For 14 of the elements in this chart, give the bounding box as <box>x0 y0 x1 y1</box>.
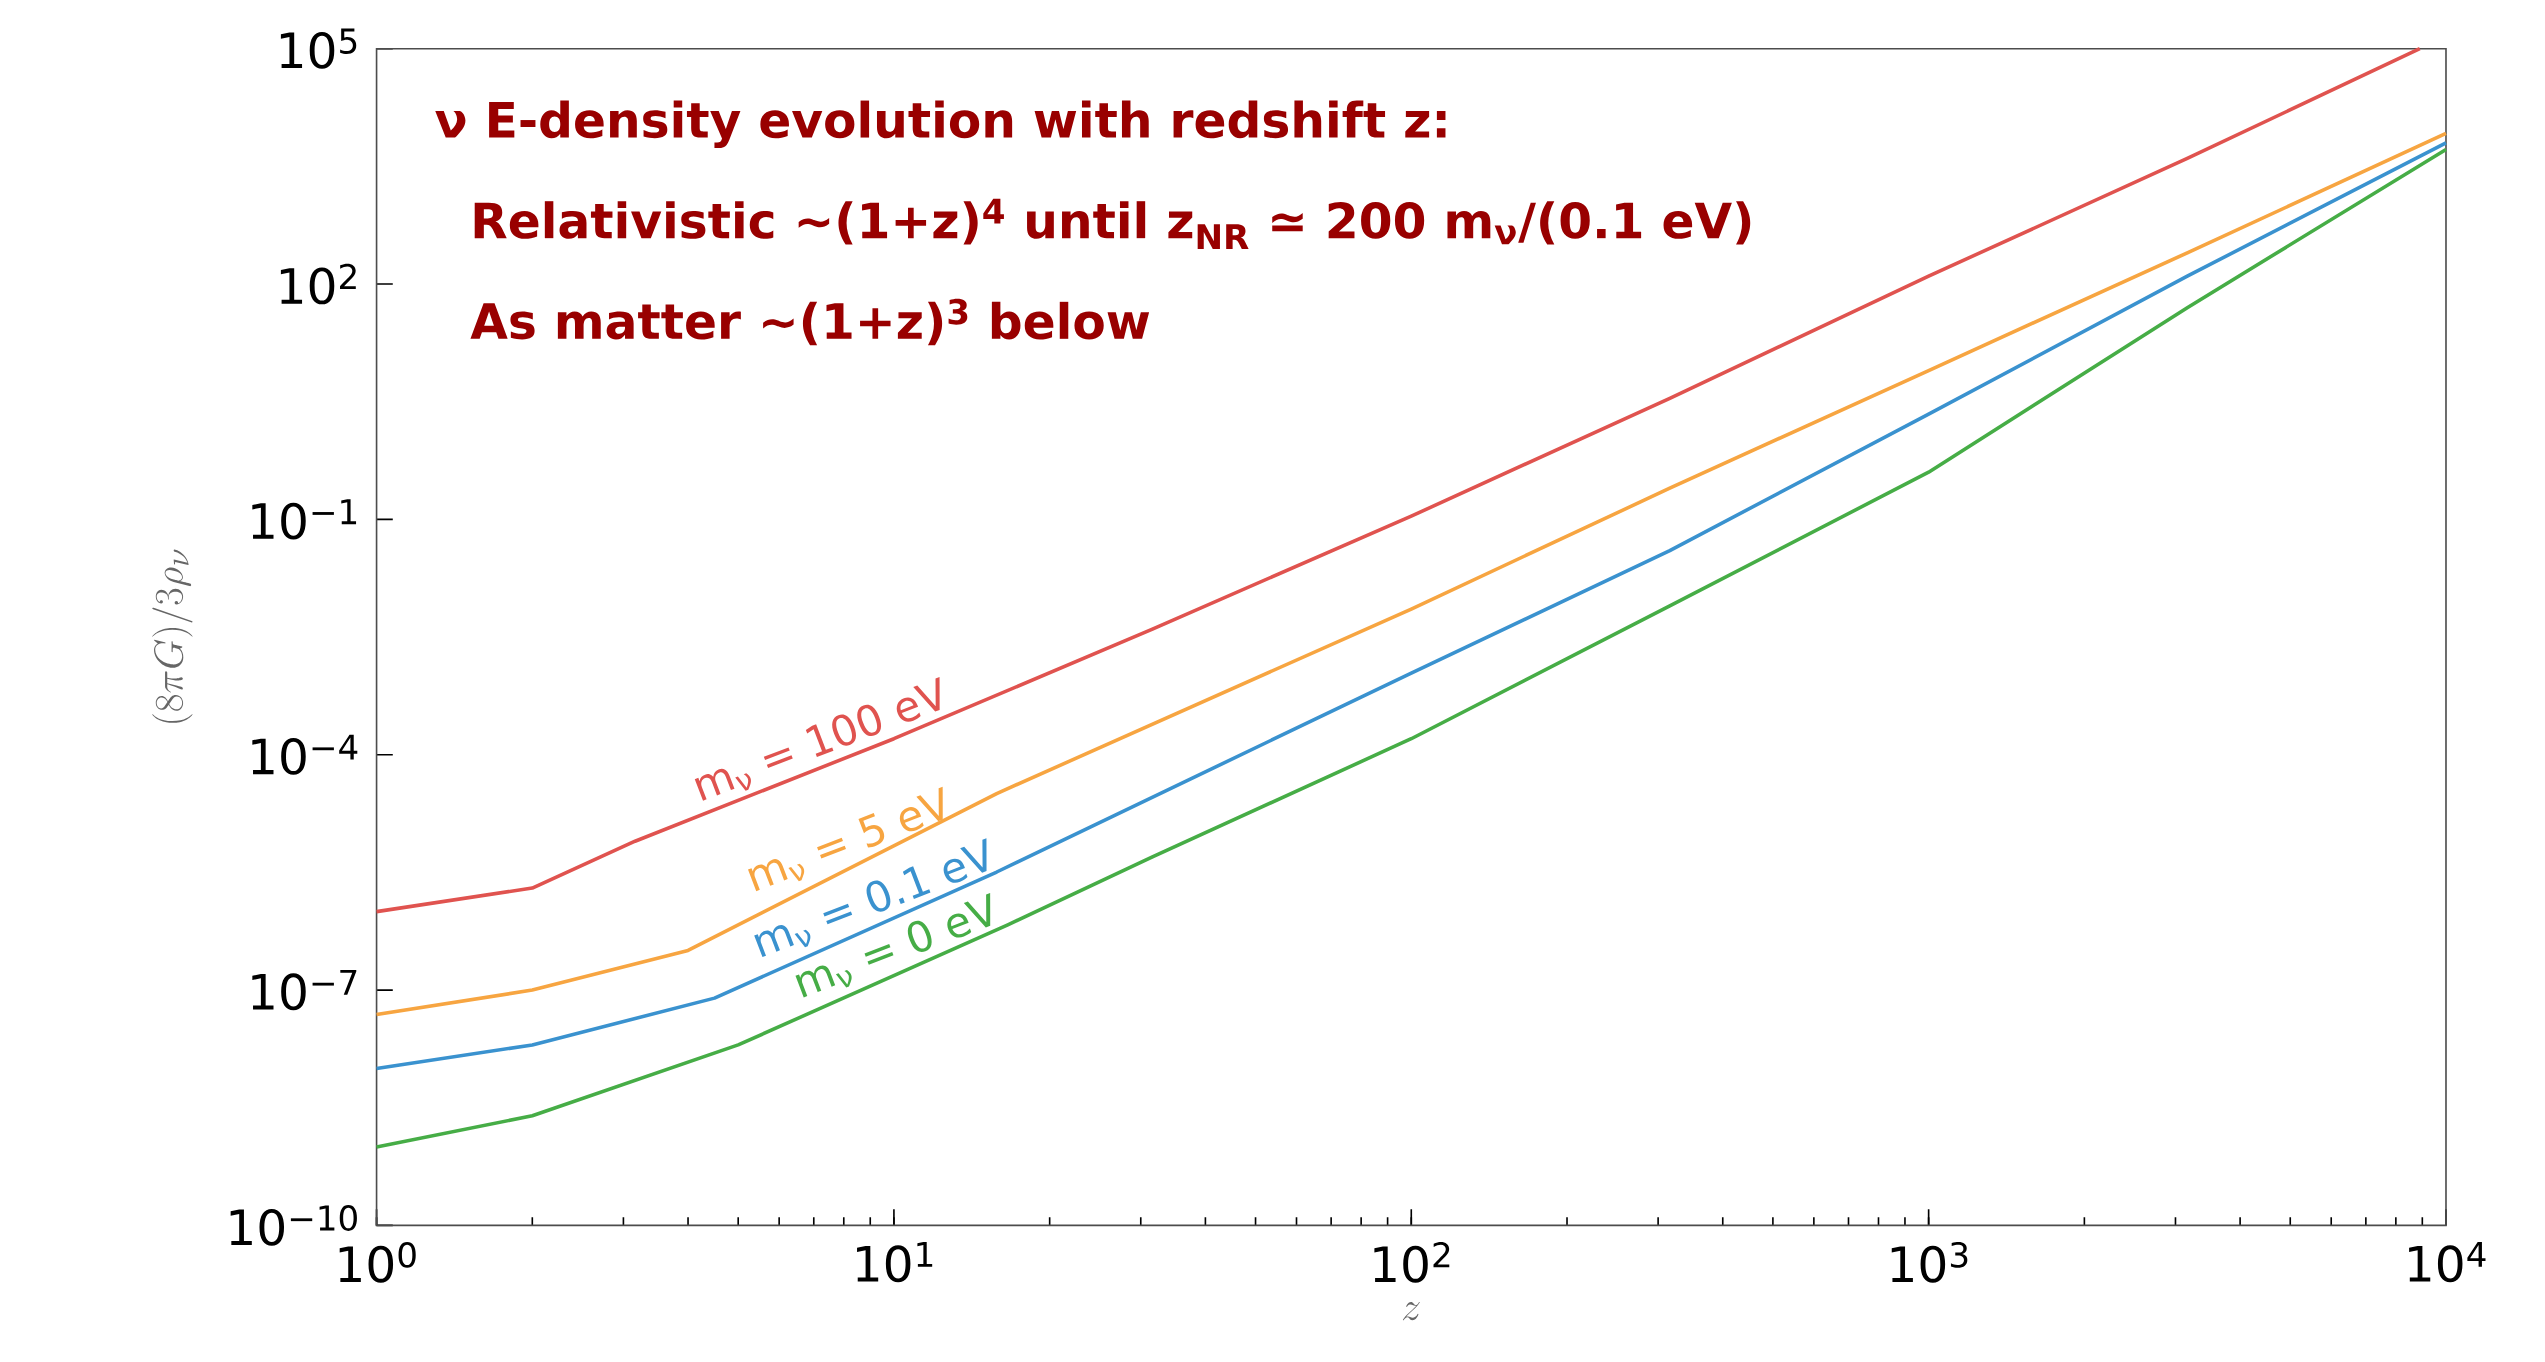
y-tick-label: 10$^{−7}$ <box>252 970 357 1011</box>
annotation: ν E-density evolution with redshift z: <box>435 100 1446 149</box>
y-tick-label: 10$^{−4}$ <box>252 734 358 775</box>
x-tick-label: 10$^{4}$ <box>2409 1242 2486 1283</box>
y-tick-label: 10$^{2}$ <box>280 263 356 305</box>
annotation: As matter ~(1+z)$^{3}$ below <box>470 298 1150 346</box>
x-tick-label: 10$^{1}$ <box>857 1242 933 1283</box>
x-axis-title: $z$ <box>1402 1302 1420 1321</box>
x-tick-label: 10$^{2}$ <box>1374 1242 1450 1283</box>
y-tick-label: 10$^{−1}$ <box>252 499 357 540</box>
x-tick-label: 10$^{3}$ <box>1891 1242 1968 1283</box>
y-axis-title: $(8\pi G)/3\rho_{\nu}$ <box>152 549 193 723</box>
annotation: Relativistic ~(1+z)$^{4}$ until z$_{NR}$ ≃ 200 m$_{ν}$/(0.1 eV) <box>474 198 1751 250</box>
y-tick-label: 10$^{5}$ <box>280 28 357 69</box>
